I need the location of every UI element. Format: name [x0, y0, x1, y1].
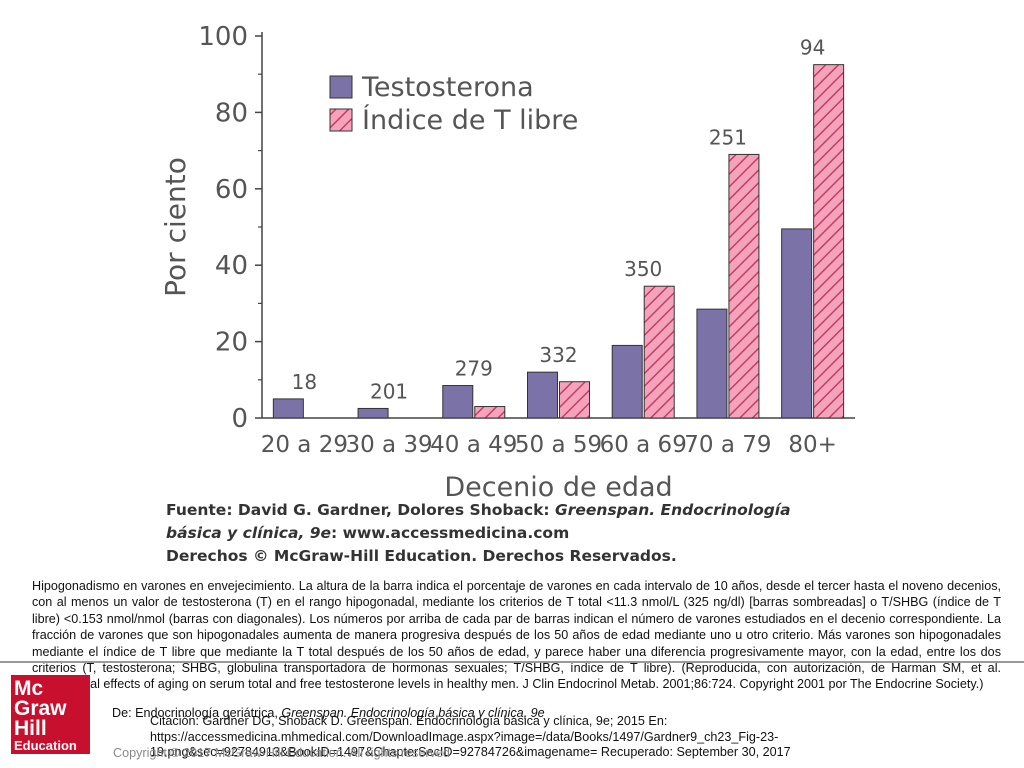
- figure-panel: 0 20 40 60 80 100 Por ciento 18 20 a 29 201 30 a 3…: [150, 14, 860, 570]
- logo-hill: Hill: [14, 717, 47, 740]
- source-url: : www.accessmedicina.com: [331, 524, 570, 542]
- x-tick-label: 40 a 49: [430, 432, 517, 458]
- source-title: Greenspan. Endocrinología: [555, 501, 791, 519]
- bar-testosterona: [781, 228, 813, 419]
- logo-education: Education: [14, 738, 77, 753]
- y-axis-label: Por ciento: [159, 157, 192, 297]
- n-label: 94: [800, 36, 825, 60]
- bar-testosterona: [272, 398, 304, 419]
- source-authors: Fuente: David G. Gardner, Dolores Shobac…: [166, 501, 556, 519]
- x-tick-label: 70 a 79: [684, 432, 771, 458]
- logo-graw: Graw: [14, 697, 67, 720]
- x-tick-label: 30 a 39: [345, 432, 432, 458]
- y-tick-label: 40: [215, 251, 248, 281]
- x-tick-label: 20 a 29: [261, 432, 348, 458]
- bar-testosterona: [357, 407, 389, 419]
- n-label: 251: [709, 125, 747, 149]
- n-label: 18: [292, 370, 317, 394]
- bar-testosterona: [696, 308, 728, 419]
- n-label: 279: [455, 357, 493, 381]
- citation-book: Greenspan. Endocrinología básica y clíni…: [281, 706, 545, 720]
- y-tick-label: 100: [198, 22, 248, 52]
- bar-indice-t-libre: [728, 153, 760, 419]
- citation-text: Citación: Gardner DG, Shoback D. Greensp…: [150, 714, 791, 759]
- x-tick-label: 80+: [788, 432, 837, 458]
- x-axis-label: Decenio de edad: [444, 472, 672, 503]
- copyright-notice: Copyright © 2017 McGraw-Hill Education. …: [113, 746, 450, 760]
- source-line-1: Fuente: David G. Gardner, Dolores Shobac…: [166, 501, 791, 519]
- x-tick-label: 50 a 59: [515, 432, 602, 458]
- bar-indice-t-libre: [643, 285, 675, 419]
- legend-label-testosterona: Testosterona: [361, 72, 534, 103]
- bar-testosterona: [527, 371, 558, 419]
- source-line-2: básica y clínica, 9e: www.accessmedicina…: [166, 524, 569, 542]
- y-tick-label: 80: [215, 98, 248, 128]
- logo-mc: Mc: [14, 677, 44, 700]
- bar-indice-t-libre: [474, 406, 506, 419]
- citation-from: De: Endocrinología geriátrica, Greenspan…: [112, 706, 545, 720]
- bar-testosterona: [442, 385, 474, 419]
- source-line-3: Derechos © McGraw-Hill Education. Derech…: [166, 547, 677, 565]
- n-label: 332: [539, 343, 577, 367]
- mcgraw-hill-logo: Mc Graw Hill Education: [11, 675, 90, 754]
- citation-chapter: De: Endocrinología geriátrica,: [112, 706, 282, 720]
- y-tick-label: 60: [215, 175, 248, 205]
- bar-chart: 0 20 40 60 80 100 Por ciento 18 20 a 29 201 30 a 3…: [159, 22, 855, 503]
- x-tick-label: 60 a 69: [600, 432, 687, 458]
- bar-indice-t-libre: [559, 381, 590, 419]
- source-title-cont: básica y clínica, 9e: [166, 524, 332, 542]
- n-label: 201: [370, 379, 408, 403]
- divider-line: [0, 661, 1024, 663]
- y-tick-label: 0: [231, 404, 248, 434]
- figure-caption: Hipogonadismo en varones en envejecimien…: [32, 579, 1001, 692]
- legend-swatch-indice-t-libre: [329, 108, 353, 132]
- legend-label-indice-t-libre: Índice de T libre: [362, 104, 578, 136]
- legend-swatch-testosterona: [329, 75, 353, 99]
- bar-indice-t-libre: [813, 64, 845, 419]
- n-label: 350: [624, 257, 662, 281]
- bar-testosterona: [611, 344, 643, 419]
- y-tick-label: 20: [215, 328, 248, 358]
